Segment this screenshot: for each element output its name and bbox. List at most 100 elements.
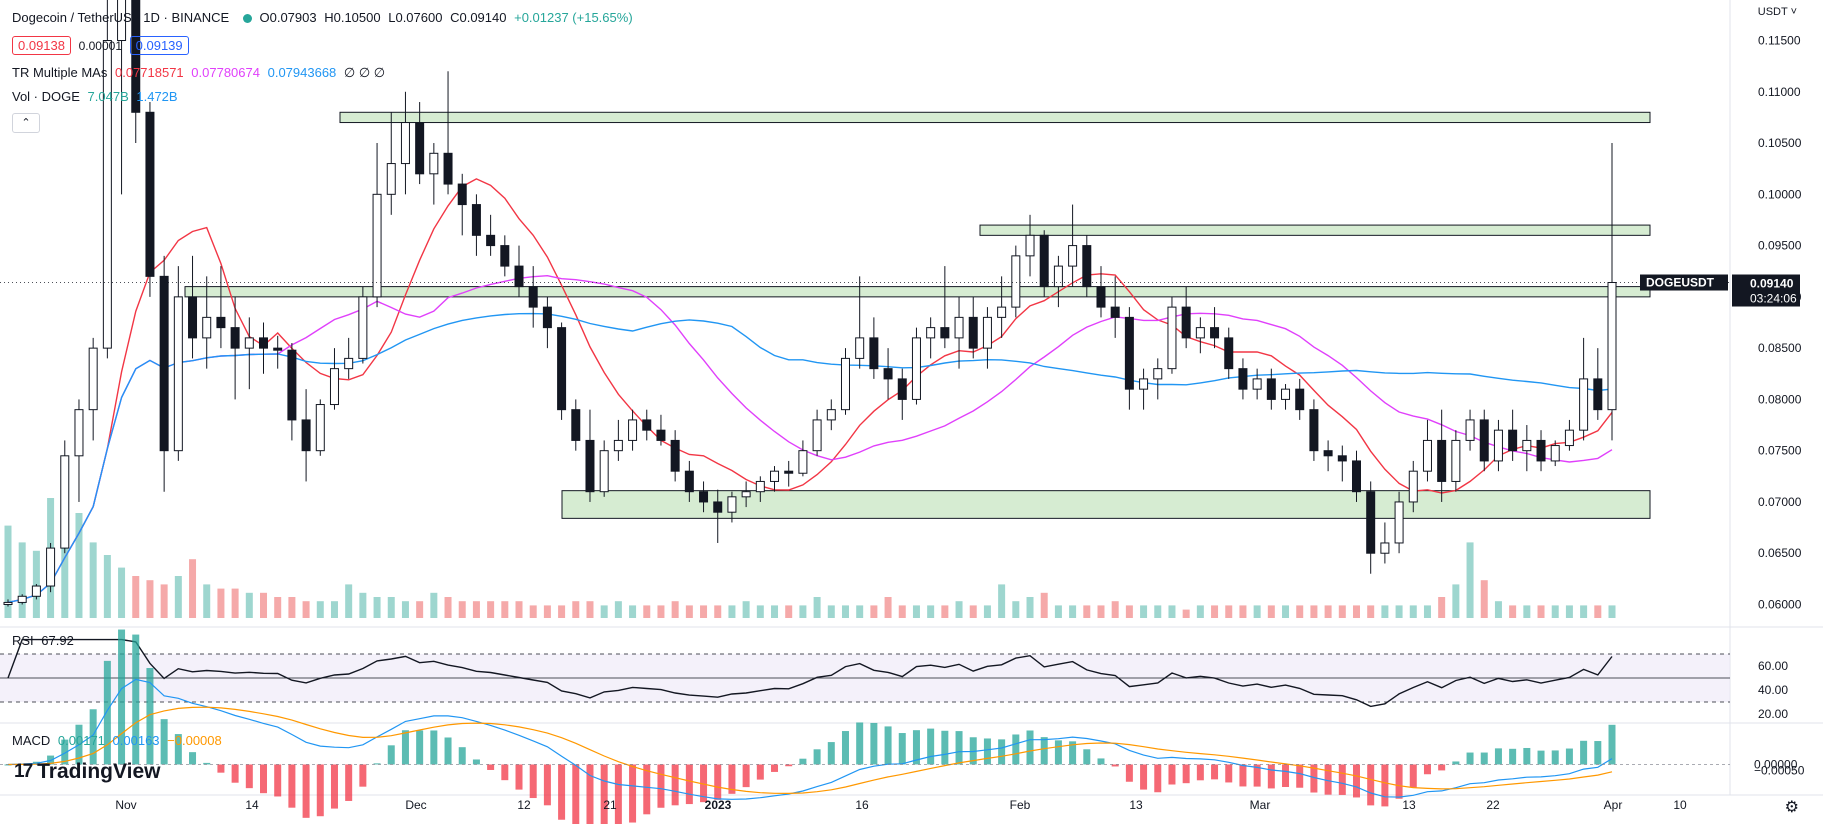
macd-histogram-bar [1409,764,1417,788]
macd-histogram-bar [1239,764,1247,787]
price-tick-label: 0.06000 [1758,597,1802,611]
candle-body [1564,429,1574,447]
macd-histogram-bar [671,764,679,806]
candle-body [259,337,269,349]
candle-body [400,122,410,165]
volume-legend[interactable]: Vol · DOGE 7.047B 1.472B [12,89,182,104]
volume-bar [1154,605,1162,618]
volume-bar [1211,605,1219,618]
macd-value-1: 0.00171 [57,733,105,748]
candle-body [585,439,595,493]
macd-histogram-bar [614,764,622,824]
macd-tick-label: 0.00000 [1754,757,1798,771]
volume-bar [728,605,736,618]
volume-bar [898,605,906,618]
macd-histogram-bar [856,722,864,765]
time-tick-label: 12 [517,798,531,812]
volume-bar [543,605,551,618]
macd-histogram-bar [898,733,906,765]
symbol-tag-bg [1640,274,1728,291]
macd-histogram-bar [543,764,551,806]
candle-body [500,245,510,267]
candle-body [571,409,581,441]
volume-bar [1523,605,1531,618]
volume-bar [714,605,722,618]
volume-bar [1182,609,1190,618]
volume-bar [132,576,140,618]
macd-histogram-bar [912,730,920,765]
bid-button[interactable]: 0.09138 [12,36,71,55]
candle-body [273,347,283,351]
symbol-title[interactable]: Dogecoin / TetherUS · 1D · BINANCE [12,10,230,25]
rsi-legend[interactable]: RSI 67.92 [12,633,78,648]
candle-body [1224,337,1234,370]
macd-histogram-bar [1423,764,1431,775]
macd-signal-line [7,706,1613,795]
candle-body [628,419,638,441]
macd-histogram-bar [515,764,523,790]
current-price-tag [1732,274,1800,307]
candle-body [1139,378,1149,390]
volume-bar [572,601,580,618]
macd-histogram-bar [345,764,353,801]
macd-histogram-bar [870,722,878,765]
collapse-legend-button[interactable]: ⌃ [12,113,40,133]
volume-bar [643,605,651,618]
ma-legend[interactable]: TR Multiple MAs 0.07718571 0.07780674 0.… [12,65,389,81]
macd-histogram-bar [118,629,126,765]
ask-button[interactable]: 0.09139 [129,36,189,55]
macd-histogram-bar [941,730,949,765]
volume-bar [245,592,253,618]
volume-bar [1494,601,1502,618]
candle-body [869,337,879,370]
ohlc-open: O0.07903 [259,10,317,25]
macd-histogram-bar [742,764,750,788]
macd-histogram-bar [4,764,12,766]
macd-histogram-bar [1211,764,1219,780]
macd-histogram-bar [841,731,849,765]
volume-bar [487,601,495,618]
macd-histogram-bar [529,764,537,799]
macd-histogram-bar [1140,764,1148,790]
rsi-tick-label: 60.00 [1758,659,1788,673]
time-tick-label: Nov [115,798,136,812]
candle-body [1153,368,1163,380]
macd-histogram-bar [146,668,154,765]
candle-body [46,547,56,587]
volume-bar [1083,605,1091,618]
countdown-label: 03:24:06 [1750,292,1797,306]
macd-histogram-bar [217,764,225,773]
volume-bar [330,601,338,618]
volume-bar [146,580,154,618]
time-tick-label: 2023 [705,798,732,812]
candle-body [1394,501,1404,544]
candle-body [911,337,921,400]
volume-bar [1594,605,1602,618]
settings-gear-icon[interactable]: ⚙ [1784,799,1799,816]
volume-bar [1438,597,1446,618]
macd-histogram-bar [1125,764,1133,782]
volume-bar [444,597,452,618]
currency-selector[interactable]: USDT ˅ [1757,6,1797,18]
volume-bar [1225,605,1233,618]
candle-body [1309,409,1319,452]
candle-body [457,183,467,206]
macd-histogram-bar [387,745,395,765]
symbol-legend: Dogecoin / TetherUS · 1D · BINANCE O0.07… [12,10,637,25]
volume-bar [359,592,367,618]
tradingview-logo[interactable]: 17 TradingView [14,760,160,784]
macd-histogram-bar [203,762,211,765]
candle-body [699,491,709,503]
ma-value-rest: ∅ ∅ ∅ [343,65,386,80]
volume-bar [1537,605,1545,618]
candle-body [883,368,893,380]
candle-body [840,357,850,411]
volume-bar [756,605,764,618]
macd-histogram-bar [1310,764,1318,793]
macd-histogram-bar [1225,764,1233,783]
macd-histogram-bar [1395,764,1403,799]
macd-legend[interactable]: MACD 0.00171 0.00163 −0.00008 [12,733,226,748]
macd-histogram-bar [756,764,764,780]
macd-histogram-bar [501,764,509,781]
